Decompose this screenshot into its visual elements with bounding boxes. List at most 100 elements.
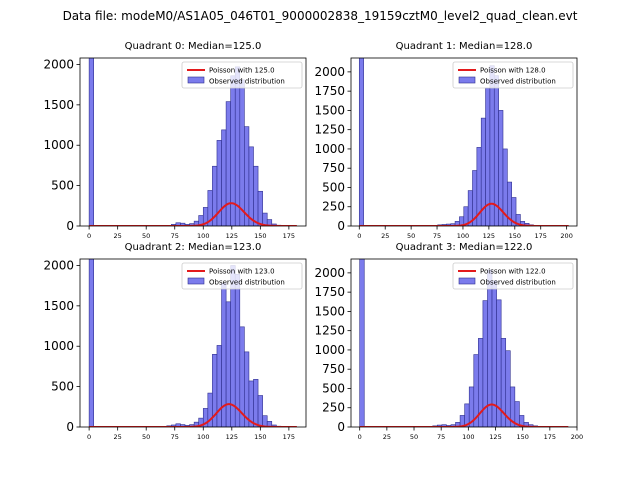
histogram-bar [239,79,245,226]
histogram-bar [489,65,495,226]
y-tick-label: 2000 [43,57,74,71]
legend-curve-label: Poisson with 123.0 [209,268,275,276]
x-tick-label: 100 [197,232,209,240]
axes-frame [350,258,578,428]
figure-suptitle: Data file: modeM0/AS1A05_046T01_90000028… [63,9,578,23]
histogram-bar [225,101,231,226]
histogram-bar [257,395,263,427]
x-tick-label: 150 [516,433,528,441]
legend: Poisson with 128.0 Observed distribution [452,61,574,89]
y-tick-label: 0 [337,420,345,434]
x-tick-label: 75 [437,433,445,441]
y-tick-label: 750 [322,362,345,376]
x-tick-label: 75 [171,232,179,240]
histogram-bar [234,66,241,226]
y-tick-label: 1000 [43,339,74,353]
histogram-bar [234,274,241,427]
panel-title: Quadrant 2: Median=123.0 [125,242,262,253]
histogram-bar [230,265,236,427]
histogram-bar [359,259,365,427]
x-tick-label: 150 [254,433,266,441]
x-tick-label: 125 [226,433,238,441]
x-tick-label: 175 [283,232,295,240]
x-tick-label: 125 [489,433,501,441]
y-tick-label: 1000 [314,343,345,357]
legend-curve-label: Poisson with 128.0 [480,67,546,75]
legend: Poisson with 125.0 Observed distribution [181,61,303,89]
y-tick-label: 2000 [314,65,345,79]
x-tick-label: 175 [283,433,295,441]
x-tick-label: 125 [226,232,238,240]
x-tick-label: 25 [383,433,391,441]
legend-curve-label: Poisson with 125.0 [209,67,275,75]
x-tick-label: 100 [462,433,474,441]
x-tick-label: 175 [544,433,556,441]
legend-bars-label: Observed distribution [480,78,556,86]
legend-curve-label: Poisson with 122.0 [480,268,546,276]
histogram-bar [487,269,493,427]
y-tick-label: 1000 [314,142,345,156]
histogram-bar [248,146,254,226]
x-tick-label: 0 [357,232,361,240]
axes-frame [79,57,307,227]
legend-bars-label: Observed distribution [209,279,285,287]
x-tick-label: 100 [197,433,209,441]
x-tick-label: 75 [433,232,441,240]
histogram-bars [88,259,282,427]
legend-box [452,61,574,89]
x-tick-label: 100 [457,232,469,240]
legend-bars-label: Observed distribution [480,279,556,287]
x-tick-label: 0 [87,433,91,441]
legend-bars-swatch [458,277,476,285]
x-tick-label: 50 [410,433,418,441]
panel-quadrant-3: Quadrant 3: Median=122.0 0 25 50 75 100 125 150… [314,242,583,441]
histogram-bar [225,301,231,427]
legend-bars-swatch [458,76,476,84]
histogram-bar [511,197,517,226]
legend-bars-swatch [187,76,205,84]
legend: Poisson with 123.0 Observed distribution [181,262,303,290]
histogram-bar [253,379,259,427]
y-tick-label: 1500 [314,304,345,318]
legend-bars-swatch [187,277,205,285]
y-tick-label: 1500 [43,98,74,112]
legend-bars-label: Observed distribution [209,78,285,86]
panel-quadrant-1: Quadrant 1: Median=128.0 0 25 50 75 100 125 150… [314,41,578,240]
histogram-bar [221,129,227,226]
y-tick-label: 0 [66,420,74,434]
axes-frame [79,258,307,428]
histogram-bar [519,415,525,427]
x-tick-label: 0 [358,433,362,441]
axes-frame [350,57,578,227]
histogram-bar [257,190,263,226]
y-tick-label: 1250 [314,324,345,338]
x-tick-label: 50 [142,433,150,441]
y-tick-label: 1750 [314,84,345,98]
x-tick-label: 50 [407,232,415,240]
panel-quadrant-0: Quadrant 0: Median=125.0 0 25 50 75 100 125 150… [43,41,307,240]
x-tick-label: 150 [254,232,266,240]
y-tick-label: 250 [322,200,345,214]
y-tick-label: 250 [322,401,345,415]
legend: Poisson with 122.0 Observed distribution [452,262,574,290]
y-tick-label: 750 [322,161,345,175]
x-tick-label: 200 [571,433,583,441]
panel-quadrant-2: Quadrant 2: Median=123.0 0 25 50 75 100 125 150… [43,242,307,441]
panel-title: Quadrant 0: Median=125.0 [125,41,262,52]
histogram-bar [88,259,94,427]
x-tick-label: 125 [483,232,495,240]
legend-box [181,262,303,290]
histogram-bar [514,401,520,427]
y-tick-label: 0 [337,219,345,233]
panel-title: Quadrant 1: Median=128.0 [396,41,533,52]
x-tick-label: 175 [535,232,547,240]
histogram-bar [244,126,250,226]
y-tick-label: 500 [51,380,74,394]
y-tick-label: 500 [322,180,345,194]
y-tick-label: 2000 [314,266,345,280]
histogram-bar [515,214,521,226]
y-tick-label: 1500 [43,299,74,313]
y-tick-label: 2000 [43,258,74,272]
x-tick-label: 200 [560,232,572,240]
